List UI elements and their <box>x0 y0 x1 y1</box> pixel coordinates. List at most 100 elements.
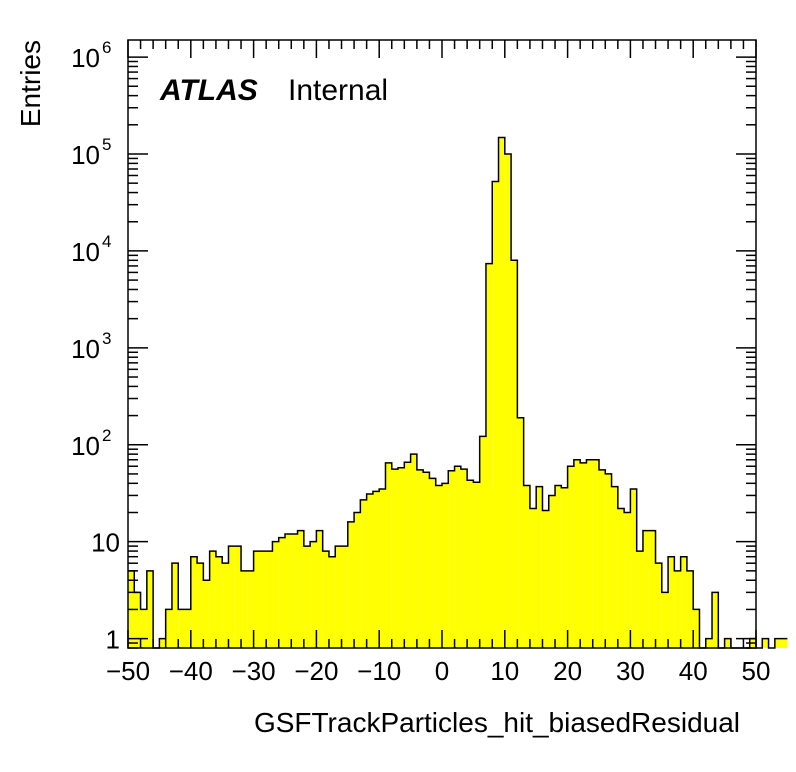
histogram-outline <box>128 136 788 649</box>
histogram-bin <box>630 488 637 648</box>
histogram-bin <box>492 181 499 648</box>
histogram-bin <box>278 537 285 648</box>
histogram-bin <box>724 638 731 648</box>
histogram-bin <box>498 137 505 648</box>
histogram-bin <box>146 570 154 648</box>
histogram-bin <box>504 153 512 648</box>
histogram-bin <box>712 592 719 648</box>
histogram-bin <box>555 485 562 648</box>
y-tick-label: 10 <box>71 237 100 267</box>
histogram-bin <box>209 551 216 648</box>
x-tick-label: 50 <box>742 656 771 686</box>
histogram-bin <box>140 609 147 648</box>
histogram-bin <box>573 459 581 648</box>
histogram-bin <box>310 541 317 648</box>
x-tick-label: −20 <box>294 656 338 686</box>
axis-ticks <box>127 40 757 649</box>
histogram-bin <box>680 556 687 648</box>
histogram-bin <box>285 534 292 648</box>
histogram-bin <box>297 530 304 648</box>
histogram-bin <box>341 546 348 648</box>
histogram-bin <box>705 638 713 648</box>
histogram-bin <box>184 609 191 648</box>
histogram-bin <box>479 436 486 648</box>
histogram-bin <box>561 487 568 648</box>
histogram-bin <box>636 551 643 648</box>
histogram-bin <box>416 469 424 648</box>
x-tick-label: −10 <box>357 656 401 686</box>
y-tick-exponent: 4 <box>102 232 111 251</box>
histogram-bin <box>605 473 612 648</box>
x-tick-label: 30 <box>616 656 645 686</box>
histogram-bin <box>404 462 411 648</box>
histogram-bin <box>266 551 273 648</box>
histogram-bin <box>322 551 329 648</box>
histogram-bin <box>241 570 248 648</box>
histogram-bin <box>272 541 279 648</box>
atlas-label: ATLAS <box>159 74 258 107</box>
histogram-bin <box>774 638 782 648</box>
histogram-bin <box>529 508 537 648</box>
x-tick-label: 10 <box>490 656 519 686</box>
histogram-bin <box>536 486 543 648</box>
histogram-bin <box>259 551 267 648</box>
histogram-bin <box>517 417 524 648</box>
histogram-bin <box>548 495 556 648</box>
histogram-bin <box>303 546 311 648</box>
histogram-bin <box>379 488 386 648</box>
y-tick-exponent: 6 <box>102 38 111 57</box>
histogram-bin <box>423 472 430 648</box>
histogram-bin <box>454 466 461 648</box>
histogram-bin <box>642 530 650 648</box>
x-tick-label: −50 <box>106 656 150 686</box>
histogram-bin <box>649 530 656 648</box>
histogram-bin <box>586 459 593 648</box>
histogram-bin <box>485 263 493 648</box>
histogram-bin <box>467 480 474 648</box>
histogram-bin <box>203 580 210 648</box>
x-tick-label: 0 <box>435 656 449 686</box>
internal-label: Internal <box>288 74 388 107</box>
histogram-bin <box>159 638 166 648</box>
histogram-bin <box>624 512 631 648</box>
histogram-bin <box>435 485 442 648</box>
y-tick-label: 10 <box>71 43 100 73</box>
histogram-bin <box>686 570 694 648</box>
y-tick-exponent: 2 <box>102 426 111 445</box>
histogram-bin <box>178 609 185 648</box>
histogram-bin <box>410 454 417 648</box>
histogram-bin <box>473 482 480 648</box>
histogram-bin <box>460 469 468 648</box>
histogram-bin <box>316 530 323 648</box>
histogram-bin <box>442 483 449 648</box>
y-axis-title: Entries <box>15 40 46 127</box>
histogram-bin <box>611 486 618 648</box>
x-tick-label: −30 <box>232 656 276 686</box>
histogram-bin <box>599 469 606 648</box>
histogram-bin <box>661 592 669 648</box>
histogram-bin <box>668 556 675 648</box>
histogram-bin <box>372 491 380 648</box>
histogram-bin <box>197 563 204 648</box>
histogram-bin <box>335 546 342 648</box>
y-tick-label: 10 <box>71 140 100 170</box>
histogram-bin <box>429 478 436 648</box>
histogram-bin <box>693 609 700 648</box>
histogram-bin <box>391 469 399 648</box>
histogram-bin <box>781 638 788 648</box>
y-tick-exponent: 5 <box>102 135 111 154</box>
x-axis-title: GSFTrackParticles_hit_biasedResidual <box>254 707 740 738</box>
histogram-bin <box>253 551 260 648</box>
histogram-bin <box>523 485 530 648</box>
y-tick-label: 1 <box>106 625 120 655</box>
histogram-bin <box>655 563 662 648</box>
x-tick-labels: −50 −40 −30 −20 −10 0 10 20 30 40 50 <box>106 656 771 686</box>
histogram-bin <box>328 556 336 648</box>
histogram-bin <box>234 546 242 648</box>
histogram-bin <box>228 546 235 648</box>
x-tick-label: −40 <box>169 656 213 686</box>
x-tick-label: 20 <box>553 656 582 686</box>
histogram-bin <box>580 462 587 648</box>
